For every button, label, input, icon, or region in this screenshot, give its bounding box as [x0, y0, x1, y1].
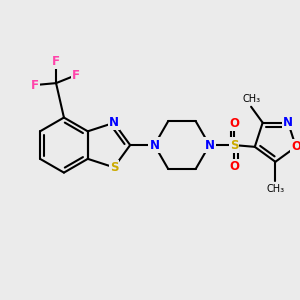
Text: CH₃: CH₃ — [266, 184, 284, 194]
Text: N: N — [109, 116, 119, 129]
Text: S: S — [230, 139, 238, 152]
Text: CH₃: CH₃ — [242, 94, 260, 104]
Text: N: N — [205, 139, 214, 152]
Text: N: N — [283, 116, 293, 129]
Text: O: O — [229, 160, 239, 173]
Text: F: F — [72, 69, 80, 82]
Text: F: F — [52, 55, 60, 68]
Text: F: F — [30, 79, 38, 92]
Text: O: O — [291, 140, 300, 153]
Text: N: N — [149, 139, 159, 152]
Text: S: S — [110, 161, 118, 174]
Text: O: O — [229, 117, 239, 130]
